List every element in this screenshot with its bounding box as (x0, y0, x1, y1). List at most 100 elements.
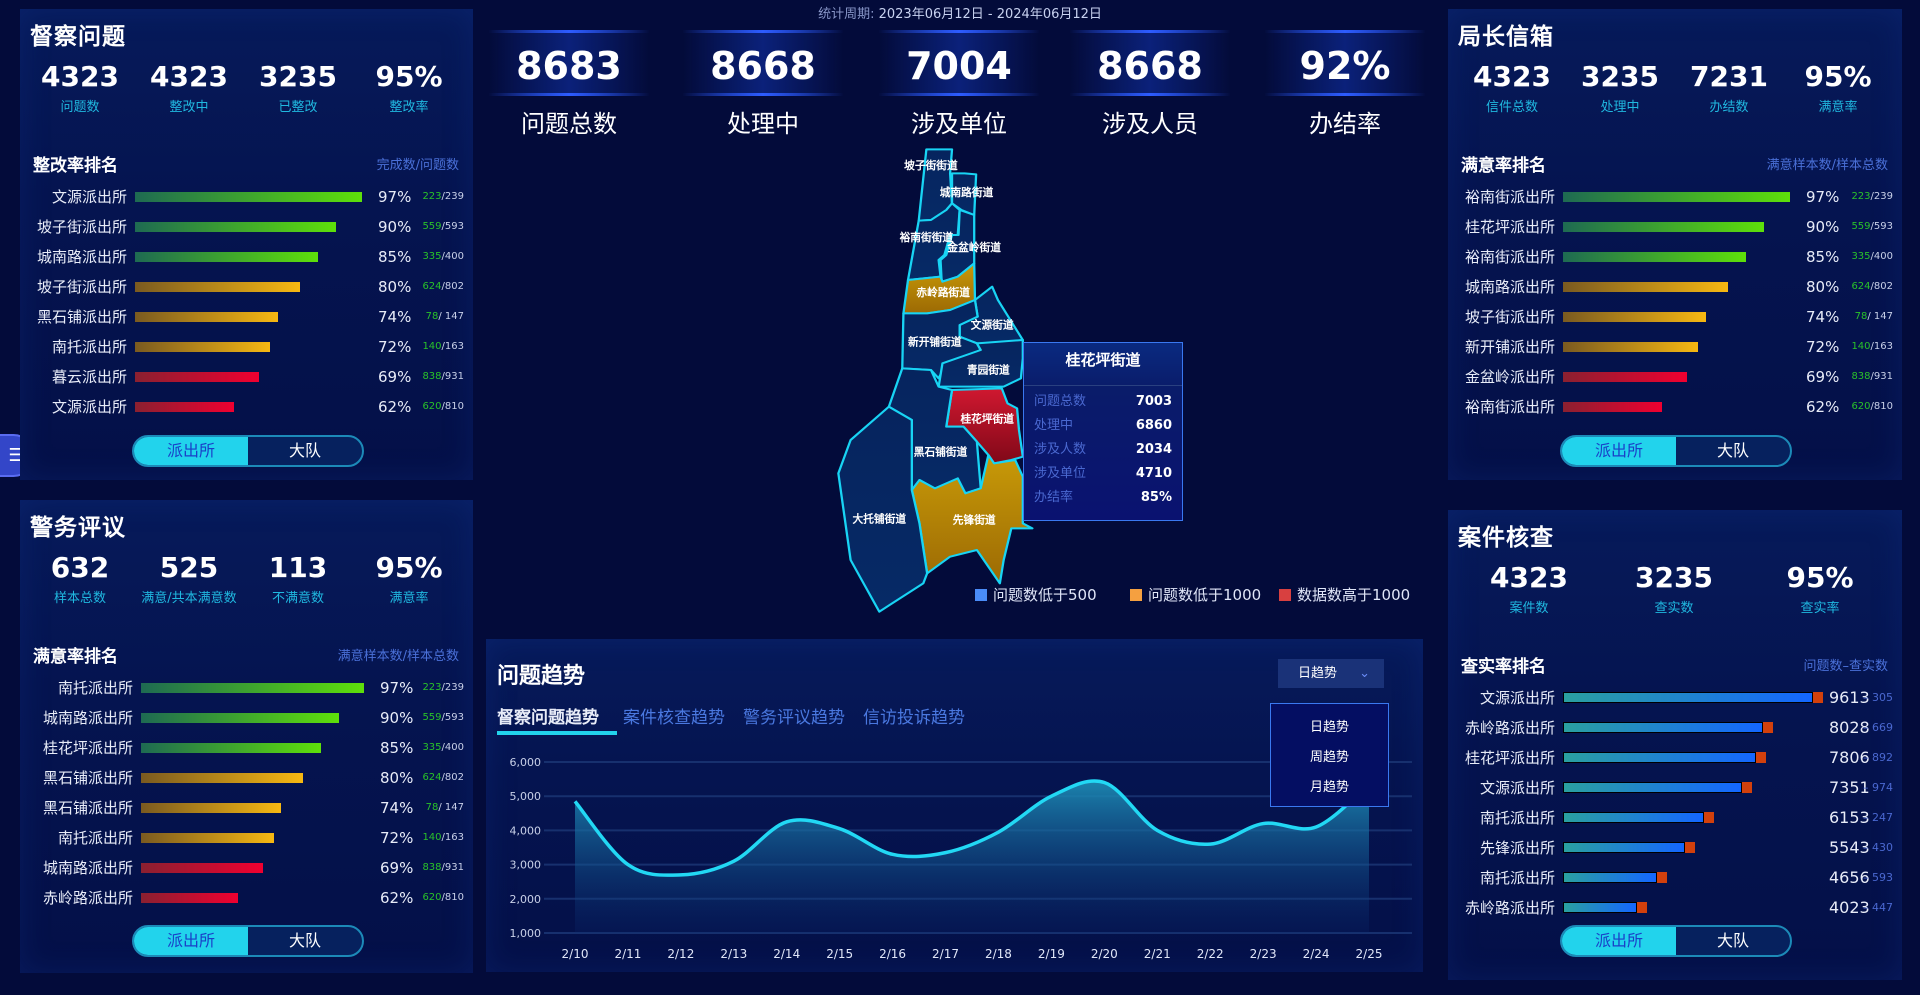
toggle-police-station[interactable]: 派出所 (134, 437, 248, 465)
district-region[interactable] (937, 339, 1024, 388)
kpi: 4323 信件总数 (1452, 60, 1572, 115)
top-kpi: 8668 处理中 (683, 30, 843, 139)
count-done: 624 (422, 281, 442, 292)
map-legend-item[interactable]: 问题数低于500 (975, 584, 1097, 605)
dropdown-option[interactable]: 月趋势 (1309, 780, 1349, 795)
ranking-count: 559/593 (1851, 217, 1893, 237)
ranking-percent: 80% (378, 278, 412, 296)
kpi-label: 查实数 (1654, 601, 1694, 616)
count-total: /239 (441, 191, 464, 202)
check-bar (1563, 842, 1685, 853)
count-total: /239 (441, 682, 464, 693)
dropdown-selected: 日趋势 (1298, 666, 1338, 681)
ranking-count: 838/931 (1851, 367, 1893, 387)
district-label: 新开铺街道 (908, 335, 962, 348)
period-value: 2023年06月12日 - 2024年06月12日 (878, 7, 1102, 22)
map-legend-item[interactable]: 问题数低于1000 (1130, 584, 1261, 605)
ranking-percent: 72% (378, 338, 412, 356)
ranking-count: 624/802 (422, 277, 464, 297)
check-diff: – 247 (1863, 811, 1893, 824)
kpi-label: 处理中 (1600, 100, 1640, 115)
x-tick-label: 2/22 (1197, 947, 1224, 961)
ranking-hint: 满意样本数/样本总数 (337, 649, 459, 664)
ranking-bar (1563, 372, 1687, 382)
station-name: 赤岭路派出所 (42, 889, 133, 907)
ranking-bar (1563, 402, 1662, 412)
count-total: /400 (1870, 251, 1893, 262)
ranking-row: 南托派出所 72% 140/163 (20, 828, 473, 848)
toggle-brigade[interactable]: 大队 (1716, 441, 1749, 460)
y-tick-label: 3,000 (510, 859, 542, 872)
ranking-count: 140/163 (1851, 337, 1893, 357)
kpi-label: 办结数 (1709, 100, 1749, 115)
count-total: /593 (441, 712, 464, 723)
legend-label: 问题数低于1000 (1148, 586, 1262, 604)
station-name: 城南路派出所 (42, 859, 133, 877)
district-region[interactable] (837, 405, 929, 613)
ranking-row: 城南路派出所 90% 559/593 (20, 708, 473, 728)
count-total: / 147 (438, 311, 464, 322)
x-tick-label: 2/19 (1038, 947, 1065, 961)
x-tick-label: 2/13 (720, 947, 747, 961)
ranking-count: 624/802 (1851, 277, 1893, 297)
count-done: 140 (422, 832, 442, 843)
kpi-label: 案件数 (1509, 601, 1549, 616)
district-map: 坡子街街道城南路街道裕南街街道金盆岭街道赤岭路街道文源街道新开铺街道青园街道桂花… (837, 148, 1034, 613)
count-done: 335 (422, 742, 442, 753)
y-tick-label: 6,000 (510, 756, 542, 769)
ranking-percent: 90% (1806, 218, 1840, 236)
district-label: 先锋街道 (953, 513, 996, 526)
dropdown-option[interactable]: 日趋势 (1309, 720, 1349, 735)
kpi-label: 不满意数 (271, 591, 324, 606)
toggle-brigade[interactable]: 大队 (288, 931, 321, 950)
kpi: 3235 已整改 (238, 60, 358, 115)
kpi: 4323 问题数 (20, 60, 140, 115)
district-label: 坡子街街道 (904, 159, 958, 172)
ranking-row: 城南路派出所 85% 335/400 (20, 247, 473, 267)
toggle-brigade[interactable]: 大队 (1716, 931, 1749, 950)
toggle-police-station[interactable]: 派出所 (1562, 927, 1676, 955)
ranking-row: 暮云派出所 69% 838/931 (20, 367, 473, 387)
count-total: /239 (1870, 191, 1893, 202)
district-region[interactable] (910, 454, 1034, 585)
tooltip-row: 涉及人数 2034 (1024, 438, 1182, 462)
map-legend-item[interactable]: 数据数高于1000 (1279, 584, 1410, 605)
ranking-count: 335/400 (422, 738, 464, 758)
y-tick-label: 5,000 (510, 790, 542, 803)
check-bar-remainder (1813, 692, 1823, 703)
dropdown-option[interactable]: 周趋势 (1309, 750, 1349, 765)
trend-tab[interactable]: 案件核查趋势 (623, 708, 725, 728)
top-kpi-label: 问题总数 (521, 110, 617, 138)
ranking-count: 223/239 (422, 678, 464, 698)
chevron-down-icon: ⌄ (1359, 666, 1370, 681)
toggle-police-station[interactable]: 派出所 (1562, 437, 1676, 465)
legend-swatch (975, 588, 987, 601)
district-region[interactable] (939, 209, 976, 283)
count-done: 838 (422, 862, 442, 873)
kpi-value: 4323 (150, 60, 228, 93)
kpi-label: 整改率 (389, 100, 429, 115)
station-name: 文源派出所 (1479, 779, 1555, 797)
count-done: 78 (425, 802, 439, 813)
check-bar-remainder (1756, 752, 1766, 763)
x-tick-label: 2/16 (879, 947, 906, 961)
top-kpi-value: 8668 (683, 30, 843, 96)
ranking-count: 335/400 (1851, 247, 1893, 267)
trend-dropdown[interactable]: 日趋势 ⌄ (1278, 659, 1384, 688)
tooltip-value: 7003 (1135, 394, 1172, 409)
trend-tab[interactable]: 警务评议趋势 (743, 708, 845, 728)
tooltip-key: 涉及单位 (1034, 466, 1087, 481)
station-name: 赤岭路派出所 (1464, 719, 1555, 737)
check-diff: – 305 (1863, 691, 1893, 704)
x-tick-label: 2/12 (667, 947, 694, 961)
toggle-brigade[interactable]: 大队 (288, 441, 321, 460)
ranking-bar (141, 833, 274, 843)
trend-tab[interactable]: 信访投诉趋势 (863, 708, 965, 728)
kpi: 3235 处理中 (1560, 60, 1680, 115)
check-bar (1563, 752, 1756, 763)
top-kpi: 7004 涉及单位 (879, 30, 1039, 139)
toggle-police-station[interactable]: 派出所 (134, 927, 248, 955)
trend-tab[interactable]: 督察问题趋势 (497, 708, 599, 728)
panel-title: 案件核查 (1458, 525, 1554, 551)
kpi-value: 525 (159, 551, 219, 584)
